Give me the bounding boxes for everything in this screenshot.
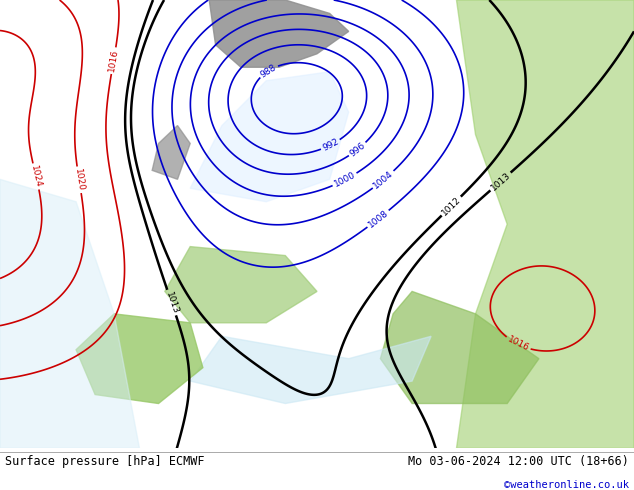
Text: 1012: 1012 bbox=[440, 195, 463, 217]
Polygon shape bbox=[456, 0, 634, 448]
Text: 1016: 1016 bbox=[506, 335, 530, 353]
Text: Surface pressure [hPa] ECMWF: Surface pressure [hPa] ECMWF bbox=[5, 455, 205, 468]
Polygon shape bbox=[209, 0, 349, 67]
Text: 1000: 1000 bbox=[332, 171, 357, 189]
Text: 1004: 1004 bbox=[372, 169, 395, 191]
Text: 1013: 1013 bbox=[489, 171, 512, 193]
Polygon shape bbox=[380, 292, 539, 404]
Text: 1020: 1020 bbox=[73, 168, 85, 192]
Polygon shape bbox=[190, 336, 431, 404]
Polygon shape bbox=[0, 179, 139, 448]
Text: 996: 996 bbox=[348, 141, 367, 158]
Text: 988: 988 bbox=[259, 62, 278, 79]
Text: Mo 03-06-2024 12:00 UTC (18+66): Mo 03-06-2024 12:00 UTC (18+66) bbox=[408, 455, 629, 468]
Text: 1013: 1013 bbox=[164, 290, 179, 315]
Text: 1008: 1008 bbox=[366, 208, 390, 229]
Text: 1016: 1016 bbox=[107, 49, 120, 73]
Text: 1024: 1024 bbox=[29, 164, 43, 189]
Text: 992: 992 bbox=[321, 137, 340, 153]
Text: ©weatheronline.co.uk: ©weatheronline.co.uk bbox=[504, 480, 629, 490]
Polygon shape bbox=[165, 246, 317, 323]
Polygon shape bbox=[190, 72, 349, 202]
Polygon shape bbox=[76, 314, 203, 404]
Polygon shape bbox=[152, 125, 190, 179]
